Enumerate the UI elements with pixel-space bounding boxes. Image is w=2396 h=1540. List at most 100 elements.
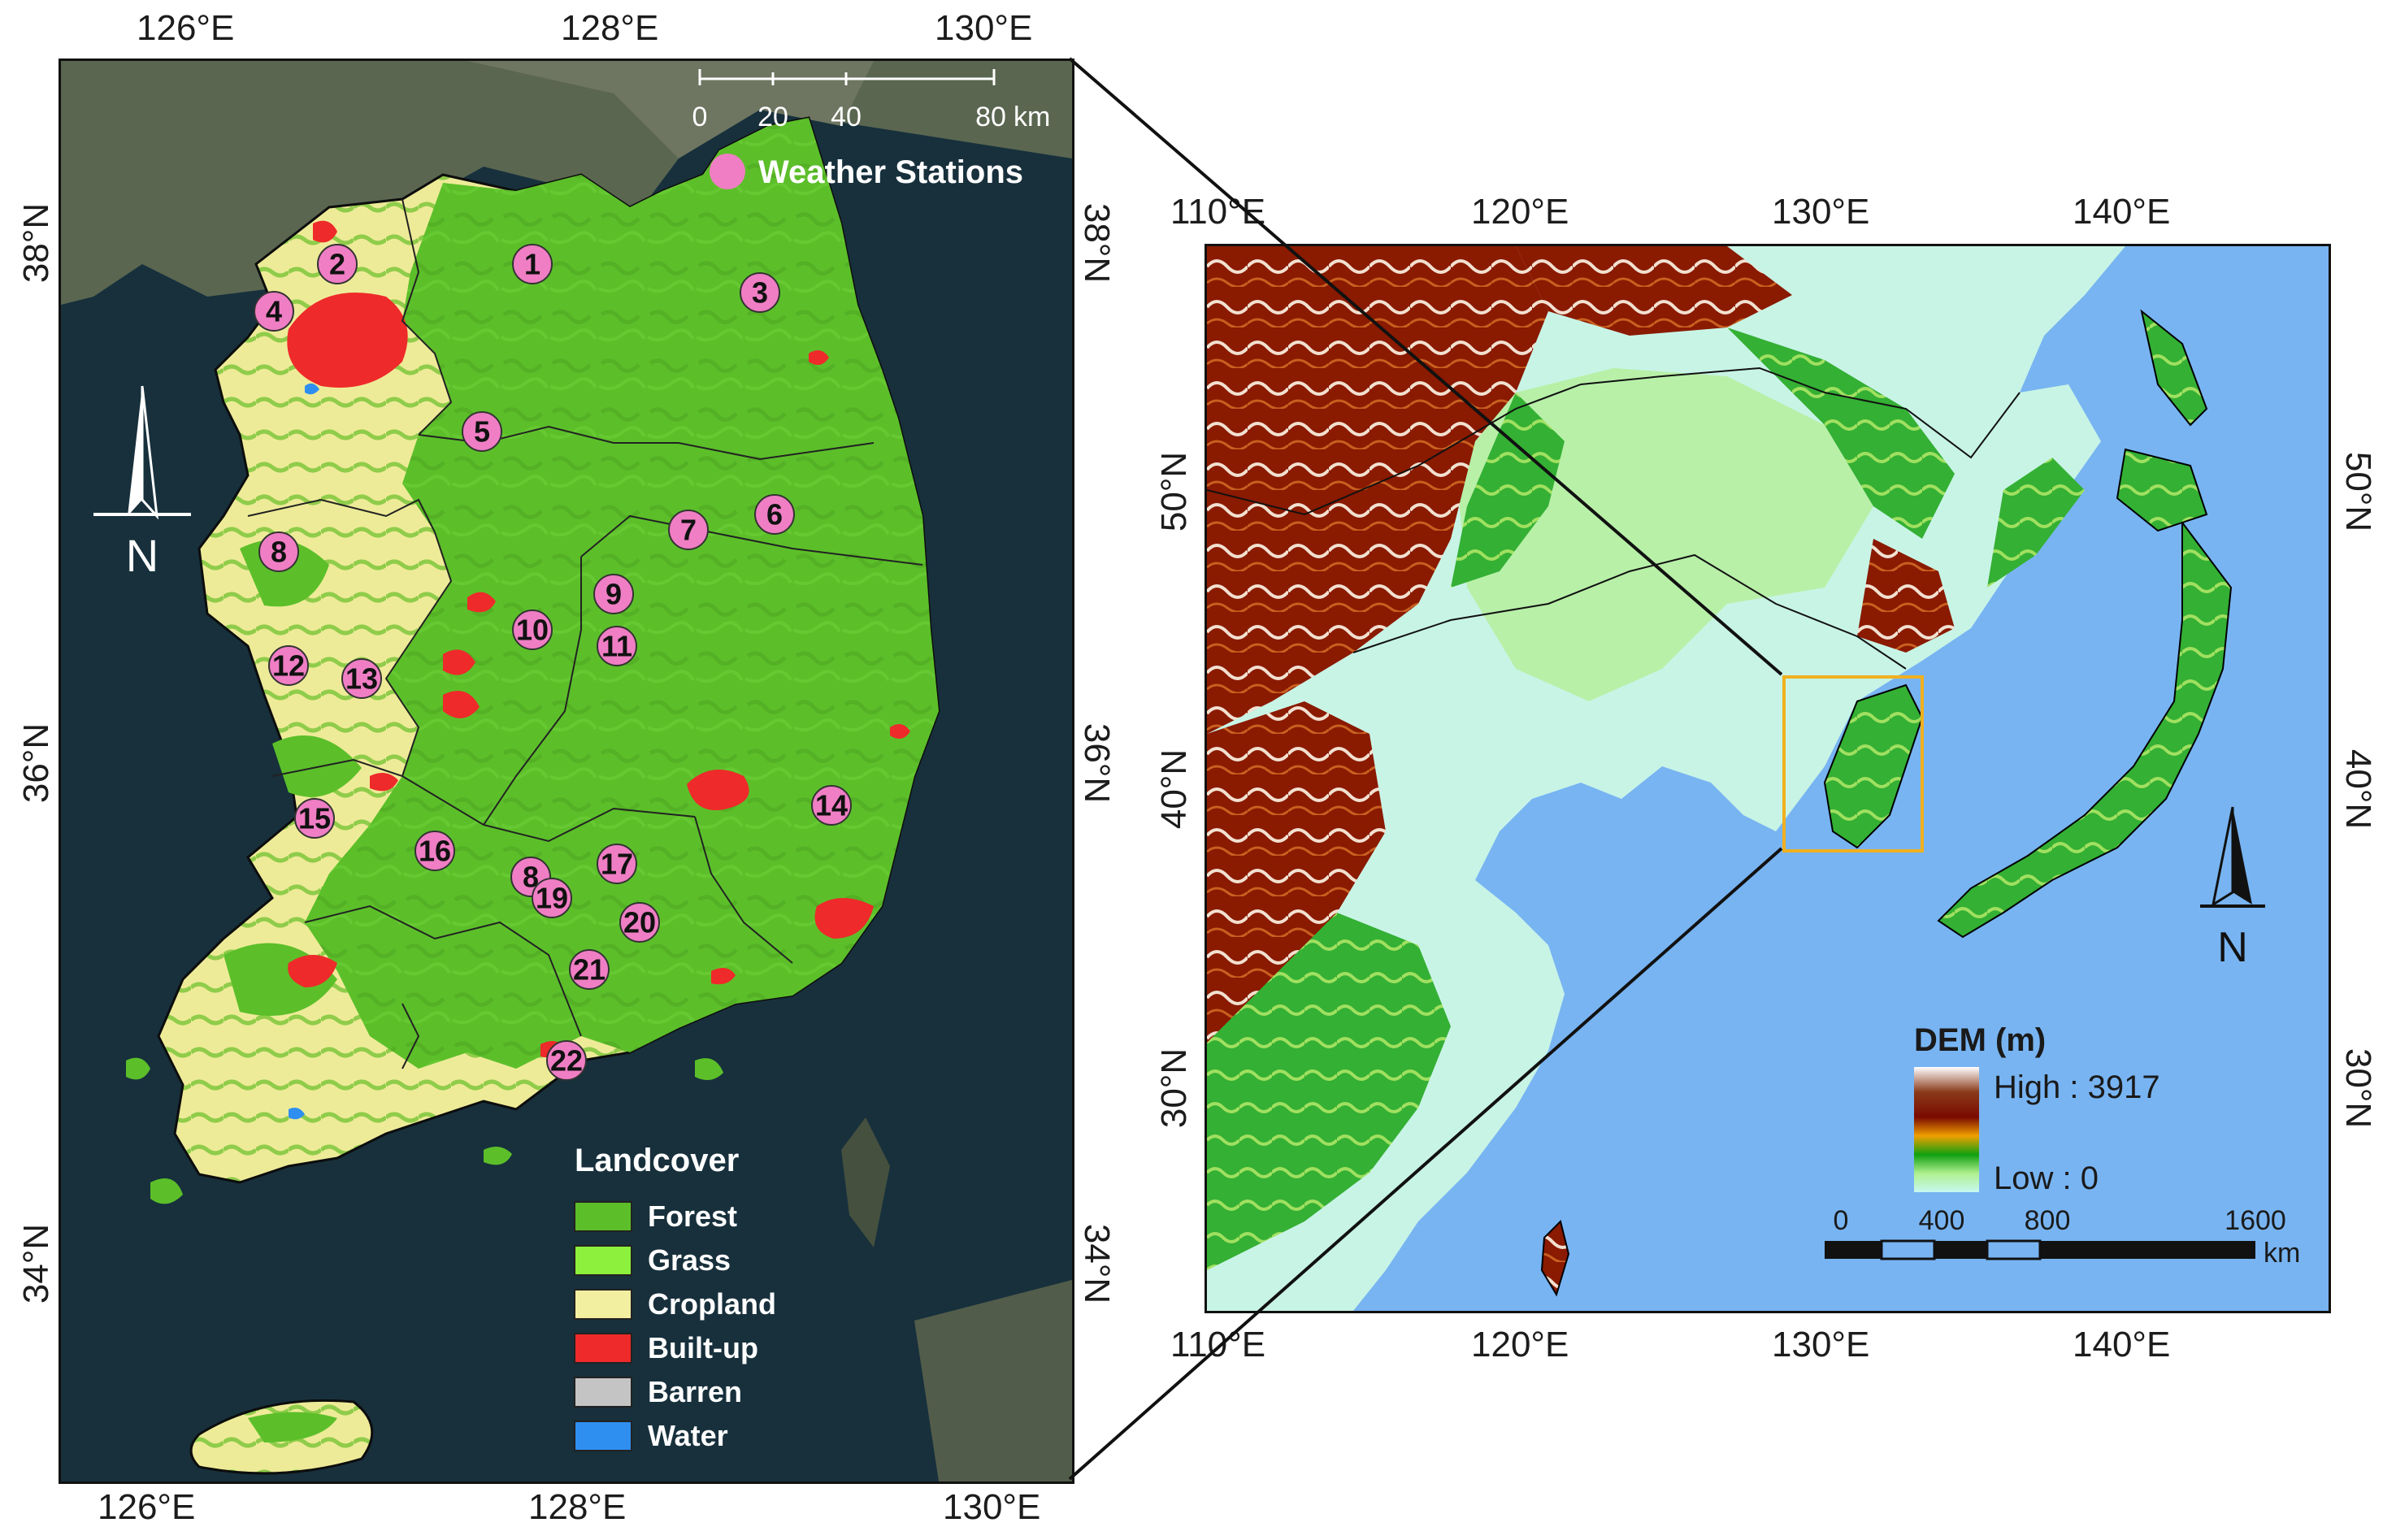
tick-label: 38°N: [1077, 202, 1118, 284]
scale-label: 0: [1834, 1205, 1849, 1236]
station-marker[interactable]: 16: [415, 831, 455, 871]
tick-label: 126°E: [98, 1487, 196, 1527]
built-up: [313, 220, 337, 243]
dem-color-ramp: [1914, 1067, 1979, 1192]
tick-label: 140°E: [2073, 192, 2171, 232]
station-number: 14: [815, 789, 848, 822]
right-scale-bar: 0 400 800 1600 km: [1825, 1205, 2300, 1269]
legend-swatch: [574, 1421, 632, 1451]
left-scale-bar: 0 20 40 80 km: [692, 69, 1050, 132]
tick-label: 38°N: [16, 202, 57, 284]
forest-patch: [272, 735, 362, 797]
study-area-box: [1782, 675, 1924, 852]
station-marker[interactable]: 20: [619, 902, 660, 943]
scale-label: 0: [692, 102, 708, 132]
gwangju-built-up: [288, 955, 337, 987]
station-marker[interactable]: 5: [462, 411, 502, 452]
dem-legend-low: Low : 0: [1994, 1160, 2099, 1196]
station-number: 17: [601, 848, 633, 881]
legend-item: Water: [574, 1419, 728, 1452]
station-marker[interactable]: 17: [597, 844, 637, 884]
legend-swatch: [574, 1377, 632, 1408]
scale-unit: km: [1014, 102, 1050, 132]
legend-title: Landcover: [575, 1143, 739, 1178]
station-number: 19: [536, 882, 568, 915]
tick-label: 130°E: [935, 8, 1033, 48]
station-number: 20: [623, 906, 656, 939]
station-number: 6: [766, 498, 783, 531]
station-marker[interactable]: 2: [317, 244, 358, 284]
legend-label: Barren: [648, 1375, 742, 1408]
tick-label: 140°E: [2073, 1325, 2171, 1364]
station-number: 13: [345, 662, 378, 696]
busan-built-up: [814, 898, 874, 939]
seoul-built-up: [287, 293, 408, 388]
island: [150, 1178, 183, 1204]
tick-label: 30°N: [1154, 1048, 1195, 1129]
tick-label: 34°N: [16, 1223, 57, 1304]
station-number: 5: [474, 415, 490, 449]
built-up: [809, 350, 829, 365]
tick-label: 34°N: [1077, 1223, 1118, 1304]
scale-label: 400: [1919, 1205, 1965, 1236]
scale-label: 80: [975, 102, 1006, 132]
landcover-map-canvas: 1 2 3 4 5 6 7 8 9 10 11 12 13 14 15 16 1…: [61, 61, 1072, 1481]
station-marker[interactable]: 21: [569, 949, 610, 990]
korean-peninsula: [1823, 683, 1924, 849]
legend-swatch: [574, 1333, 632, 1364]
legend-item: Grass: [574, 1243, 731, 1277]
station-marker[interactable]: 6: [754, 494, 795, 535]
tick-label: 126°E: [137, 8, 235, 48]
jeju-forest: [248, 1412, 337, 1442]
legend-item: Built-up: [574, 1331, 758, 1364]
station-marker[interactable]: 22: [546, 1040, 587, 1081]
station-number: 7: [680, 514, 697, 547]
sikhote-alin: [1987, 458, 2085, 588]
station-number: 8: [523, 861, 539, 894]
scale-label: 1600: [2225, 1205, 2286, 1236]
station-marker[interactable]: 9: [593, 574, 634, 614]
legend-item: Cropland: [574, 1287, 776, 1321]
hokkaido-island: [2116, 448, 2208, 532]
station-marker[interactable]: 11: [597, 626, 637, 666]
station-number: 1: [524, 248, 540, 281]
station-marker[interactable]: 10: [512, 609, 553, 650]
water: [289, 1108, 305, 1120]
tick-label: 120°E: [1471, 1325, 1569, 1364]
legend-label: Cropland: [648, 1287, 776, 1321]
weather-stations: 1 2 3 4 5 6 7 8 9 10 11 12 13 14 15 16 1…: [254, 244, 852, 1081]
tick-label: 120°E: [1471, 192, 1569, 232]
tick-label: 50°N: [1154, 451, 1195, 532]
built-up: [370, 773, 398, 792]
north-label: N: [126, 530, 158, 581]
station-marker[interactable]: 19: [532, 878, 572, 918]
station-number: 4: [266, 295, 282, 328]
station-marker[interactable]: 8: [258, 531, 299, 572]
station-legend-symbol: [710, 154, 745, 189]
tick-label: 30°N: [2338, 1048, 2379, 1129]
station-marker[interactable]: 1: [512, 244, 553, 284]
station-marker[interactable]: 3: [740, 272, 780, 313]
scale-unit: km: [2264, 1238, 2300, 1269]
tick-label: 130°E: [1772, 192, 1870, 232]
north-arrow-icon: N: [2200, 806, 2265, 971]
station-marker[interactable]: 12: [268, 645, 309, 686]
station-marker[interactable]: 14: [811, 785, 852, 826]
north-label: N: [2217, 924, 2248, 971]
landcover-legend: Landcover Forest Grass Cropland Built-up…: [574, 1143, 776, 1452]
dem-legend-high: High : 3917: [1994, 1069, 2160, 1105]
station-marker[interactable]: 4: [254, 291, 294, 332]
station-marker[interactable]: 15: [294, 798, 335, 839]
legend-label: Built-up: [648, 1331, 758, 1364]
island: [484, 1147, 512, 1165]
station-marker[interactable]: 7: [668, 510, 709, 550]
tick-label: 110°E: [1170, 1325, 1266, 1364]
tick-label: 130°E: [1772, 1325, 1870, 1364]
province-boundaries: [247, 198, 923, 1069]
tick-label: 36°N: [1077, 722, 1118, 804]
built-up: [890, 724, 910, 739]
station-marker[interactable]: 13: [341, 658, 382, 699]
changbai-mountains: [1857, 539, 1955, 653]
japan-archipelago: [1937, 520, 2233, 939]
tick-label: 130°E: [943, 1487, 1041, 1527]
